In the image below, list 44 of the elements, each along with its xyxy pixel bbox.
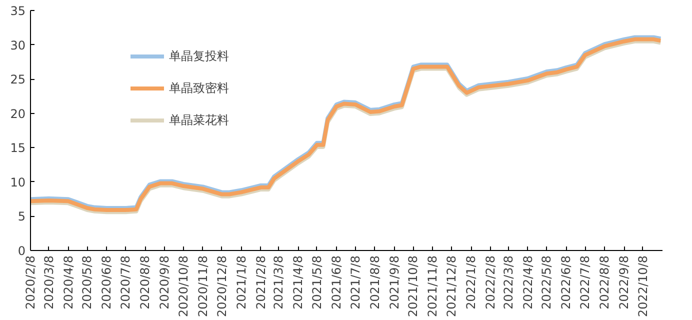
y-tick-label: 5	[18, 210, 26, 224]
x-tick-label: 2020/2/8	[24, 255, 38, 310]
legend-label: 单晶致密料	[169, 80, 229, 96]
x-tick-label: 2020/11/8	[196, 256, 210, 318]
y-tick-label: 0	[18, 244, 26, 258]
x-tick-label: 2021/4/8	[291, 255, 306, 310]
x-tick-label: 2021/7/8	[348, 255, 362, 310]
x-tick-label: 2020/12/8	[214, 256, 229, 318]
x-tick-label: 2022/8/8	[598, 255, 612, 310]
x-tick-label: 2021/9/8	[387, 255, 402, 310]
y-tick-label: 35	[10, 4, 26, 18]
y-tick-label: 20	[10, 106, 26, 121]
legend-label: 单晶菜花料	[169, 112, 229, 128]
x-tick-label: 2021/1/8	[234, 255, 248, 310]
y-tick-label: 10	[10, 175, 26, 190]
x-tick-label: 2021/6/8	[329, 255, 344, 310]
x-tick-label: 2022/1/8	[464, 255, 478, 310]
y-tick-label: 25	[10, 72, 26, 87]
x-tick-label: 2020/5/8	[80, 255, 94, 310]
x-tick-label: 2022/10/8	[636, 256, 650, 318]
x-tick-label: 2020/9/8	[158, 255, 172, 310]
x-tick-label: 2022/9/8	[617, 255, 632, 310]
x-tick-label: 2020/7/8	[118, 255, 133, 310]
x-tick-label: 2021/12/8	[444, 256, 459, 318]
x-tick-label: 2022/2/8	[484, 255, 498, 310]
y-tick-label: 30	[10, 38, 26, 52]
x-tick-label: 2021/10/8	[406, 256, 420, 318]
x-tick-label: 2022/3/8	[501, 255, 516, 310]
x-tick-label: 2020/6/8	[100, 255, 114, 310]
x-tick-label: 2021/2/8	[254, 255, 268, 310]
x-tick-label: 2020/10/8	[176, 256, 190, 318]
legend-label: 单晶复投料	[169, 48, 229, 64]
x-tick-label: 2020/3/8	[42, 255, 56, 310]
x-tick-label: 2020/8/8	[138, 255, 152, 310]
x-tick-label: 2021/11/8	[426, 256, 440, 318]
x-tick-label: 2022/4/8	[520, 255, 535, 310]
y-tick-label: 15	[10, 141, 26, 156]
x-tick-label: 2021/3/8	[272, 255, 286, 310]
x-tick-label: 2021/8/8	[368, 255, 382, 310]
x-tick-label: 2020/4/8	[61, 255, 76, 310]
x-tick-label: 2021/5/8	[310, 255, 324, 310]
x-tick-label: 2022/6/8	[559, 255, 574, 310]
x-tick-label: 2022/5/8	[540, 255, 554, 310]
x-tick-label: 2022/7/8	[578, 255, 592, 310]
